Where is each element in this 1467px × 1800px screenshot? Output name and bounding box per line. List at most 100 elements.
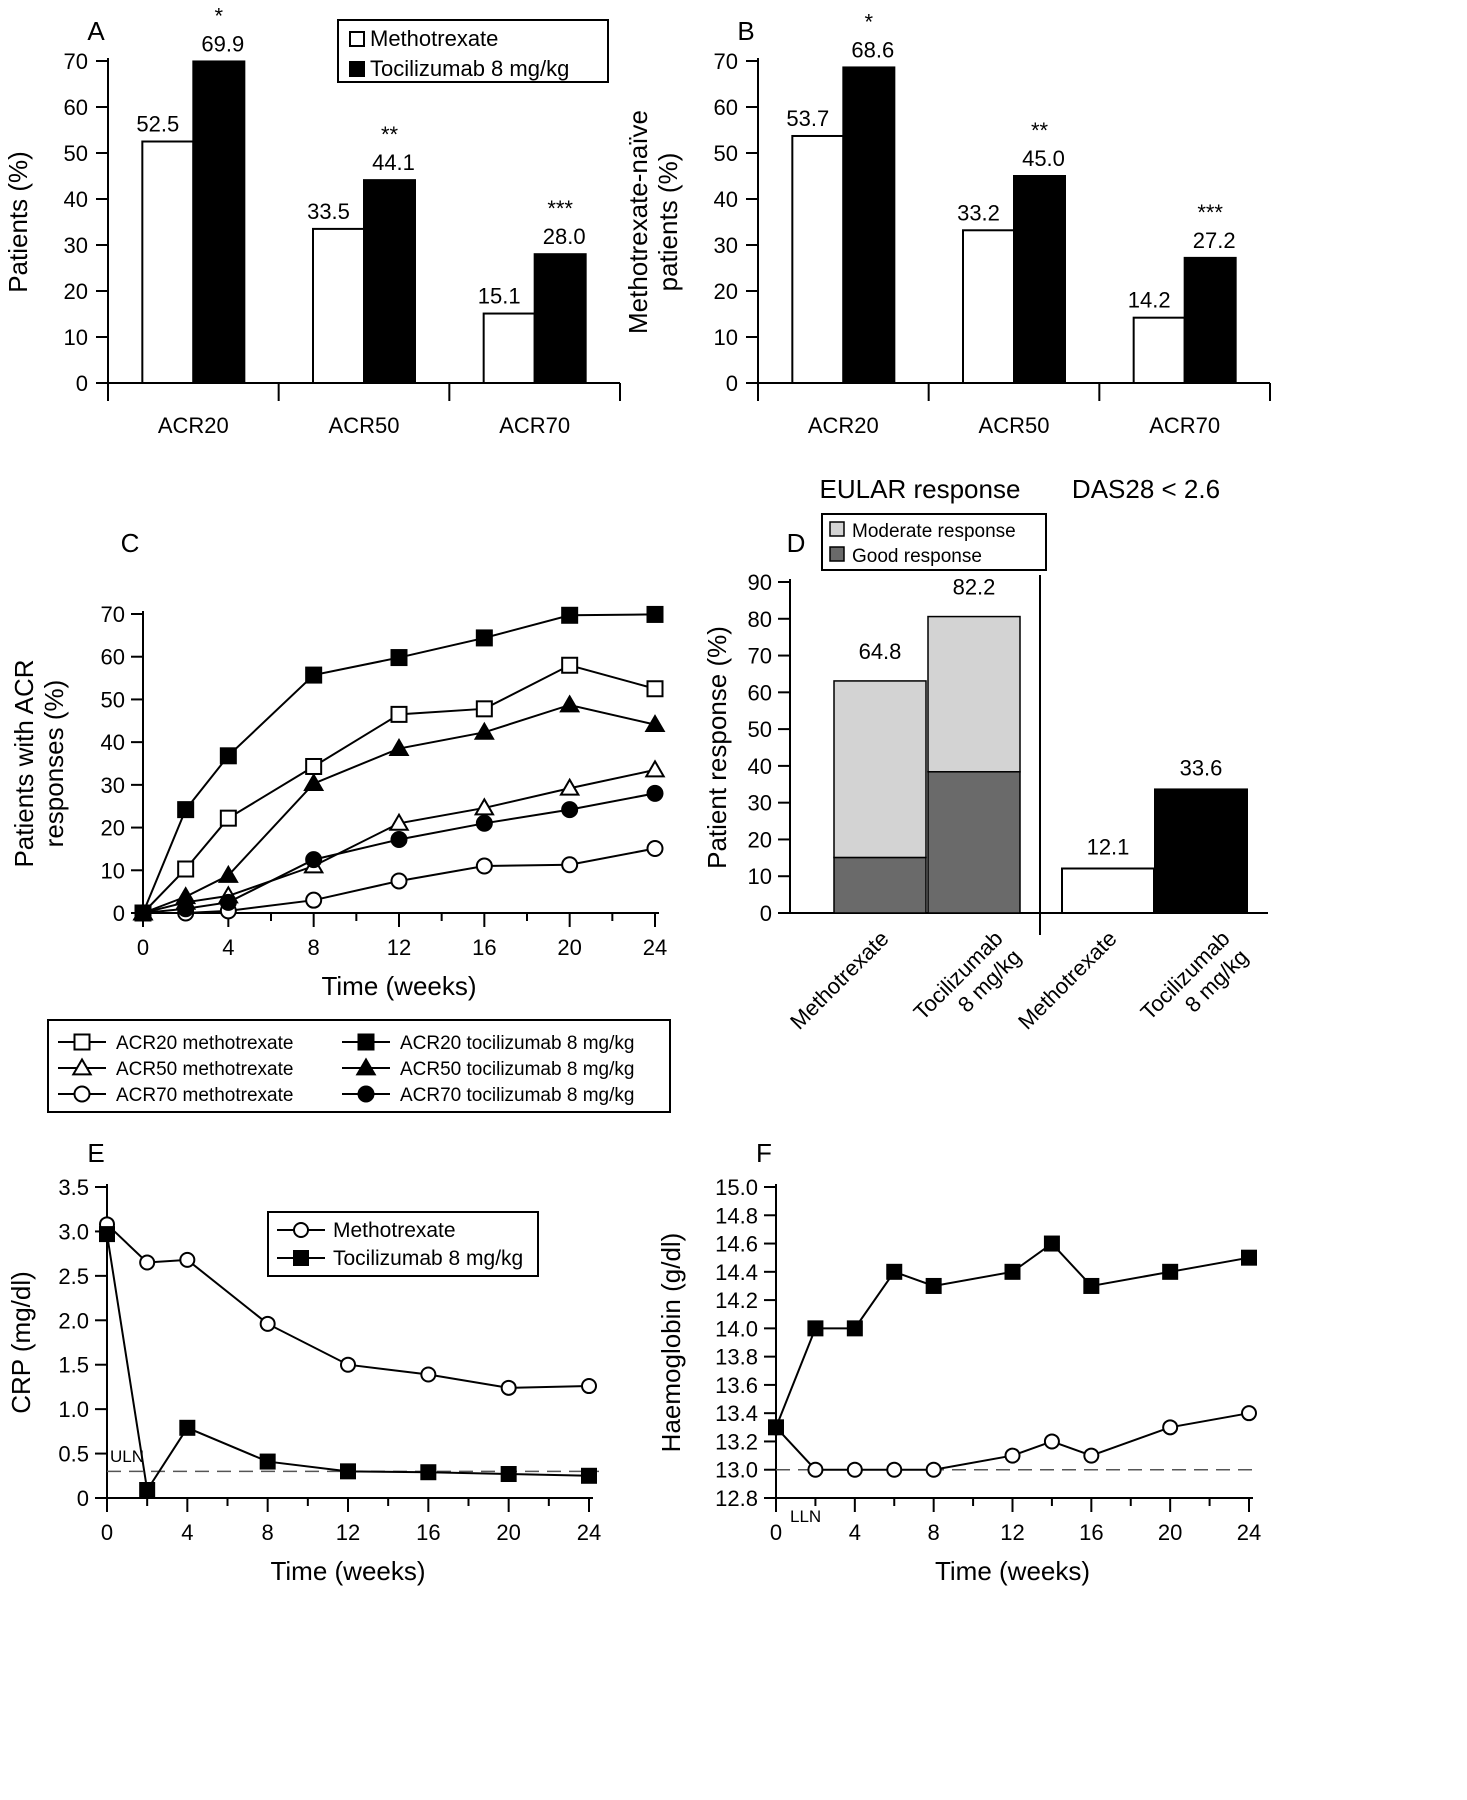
legend-entry: Tocilizumab 8 mg/kg [370, 56, 569, 81]
legend-marker [293, 1222, 309, 1238]
x-tick-label: ACR50 [329, 413, 400, 438]
legend-e: Methotrexate Tocilizumab 8 mg/kg [267, 1211, 539, 1277]
bar [842, 66, 896, 384]
x-tick-label: 0 [101, 1520, 113, 1545]
chart-title: EULAR response [820, 474, 1021, 504]
bar-value-label: 27.2 [1193, 228, 1236, 253]
legend-entry: ACR50 methotrexate [116, 1059, 293, 1080]
data-point [390, 831, 408, 849]
y-tick-label: 20 [748, 827, 772, 852]
x-tick-label: 24 [577, 1520, 601, 1545]
legend-marker [355, 1057, 377, 1076]
data-point [1241, 1405, 1257, 1422]
x-tick-label: 4 [849, 1520, 861, 1545]
data-point [644, 759, 666, 778]
data-point [340, 1356, 356, 1373]
data-point [303, 773, 325, 791]
panel-f: F 12.8 13.0 13.2 13.4 13.6 13.8 14.0 14.2 14.4 14.… [656, 1138, 1261, 1586]
series [134, 656, 664, 922]
data-point [1083, 1277, 1100, 1294]
data-point [925, 1277, 942, 1294]
significance-marker: ** [1031, 118, 1049, 143]
x-tick-label: 16 [472, 935, 496, 960]
y-tick-label: 2.0 [58, 1308, 89, 1333]
y-tick-label: 40 [101, 730, 125, 755]
bar-value-label: 52.5 [136, 112, 179, 137]
series [132, 694, 666, 921]
legend-box [821, 513, 1047, 571]
data-point [388, 738, 410, 756]
y-tick-label: 80 [748, 607, 772, 632]
data-point [420, 1366, 437, 1383]
series-line [775, 1242, 1250, 1428]
bar [363, 179, 416, 384]
legend-marker [73, 1033, 91, 1051]
y-tick-label: 50 [101, 687, 125, 712]
x-tick-label: 16 [416, 1520, 440, 1545]
data-point [134, 904, 152, 922]
data-point [179, 1419, 196, 1436]
data-point [305, 891, 323, 909]
y-tick-label: 30 [101, 773, 125, 798]
data-point [1162, 1419, 1179, 1436]
data-point [177, 900, 195, 918]
data-point [473, 721, 495, 740]
legend-marker [73, 1085, 91, 1103]
x-tick-label: 8 [928, 1520, 940, 1545]
y-tick-label: 13.0 [715, 1458, 758, 1483]
y-tick-label: 14.8 [715, 1203, 758, 1228]
y-tick-label: 10 [101, 858, 125, 883]
legend-swatch [349, 31, 365, 47]
data-point [475, 857, 493, 875]
legend-marker [357, 1085, 375, 1103]
y-axis-label: Patient response (%) [702, 626, 732, 869]
data-point [219, 893, 237, 911]
category-label-line: Methotrexate [1013, 926, 1121, 1034]
data-point [177, 801, 195, 819]
y-tick-label: 50 [64, 141, 88, 166]
panel-e: E 0 0.5 1.0 1.5 2.0 2.5 3.0 3.5 0 4 8 12 16 20 24 Time (… [6, 1138, 601, 1586]
y-axis-label: CRP (mg/dl) [6, 1271, 36, 1414]
legend-swatch [829, 546, 845, 562]
y-tick-label: 70 [714, 49, 738, 74]
y-tick-label: 0.5 [58, 1442, 89, 1467]
reference-line-label: ULN [110, 1447, 144, 1466]
bar-total-label: 64.8 [859, 639, 902, 664]
panel-letter: B [737, 16, 754, 46]
legend-entry: ACR20 methotrexate [116, 1033, 293, 1054]
data-point [646, 680, 664, 698]
panel-b: B 0 10 20 30 40 50 60 70 ACR20 53.7 68.6 * ACR50 33.2 4… [623, 9, 1271, 438]
y-tick-label: 10 [748, 864, 772, 889]
x-tick-label: Tocilizumab8 mg/kg [909, 926, 1026, 1043]
x-tick-label: 24 [643, 935, 667, 960]
y-tick-label: 30 [714, 233, 738, 258]
y-tick-label: 2.5 [58, 1264, 89, 1289]
data-point [500, 1466, 517, 1483]
data-point [644, 714, 666, 733]
legend-entry: ACR70 tocilizumab 8 mg/kg [400, 1085, 634, 1106]
legend-marker [357, 1033, 375, 1051]
data-point [420, 1464, 437, 1481]
data-point [139, 1254, 156, 1271]
series-line [106, 1233, 590, 1493]
y-tick-label: 70 [101, 602, 125, 627]
x-tick-label: 8 [308, 935, 320, 960]
bar [192, 60, 246, 385]
y-tick-label: 3.5 [58, 1175, 89, 1200]
x-tick-label: ACR20 [158, 413, 229, 438]
data-point [646, 605, 664, 623]
legend: Methotrexate Tocilizumab 8 mg/kg [337, 19, 609, 83]
legend-marker [293, 1250, 309, 1266]
y-tick-label: 14.4 [715, 1260, 758, 1285]
x-tick-label: 0 [137, 935, 149, 960]
legend-entry: Tocilizumab 8 mg/kg [333, 1247, 523, 1270]
series [768, 1405, 1257, 1478]
data-point [340, 1463, 356, 1480]
y-tick-label: 20 [64, 279, 88, 304]
x-tick-label: 12 [1000, 1520, 1024, 1545]
data-point [581, 1378, 597, 1395]
bar-value-label: 14.2 [1128, 288, 1171, 313]
panel-letter: C [121, 528, 140, 558]
data-point [561, 801, 579, 819]
bar [141, 140, 195, 384]
